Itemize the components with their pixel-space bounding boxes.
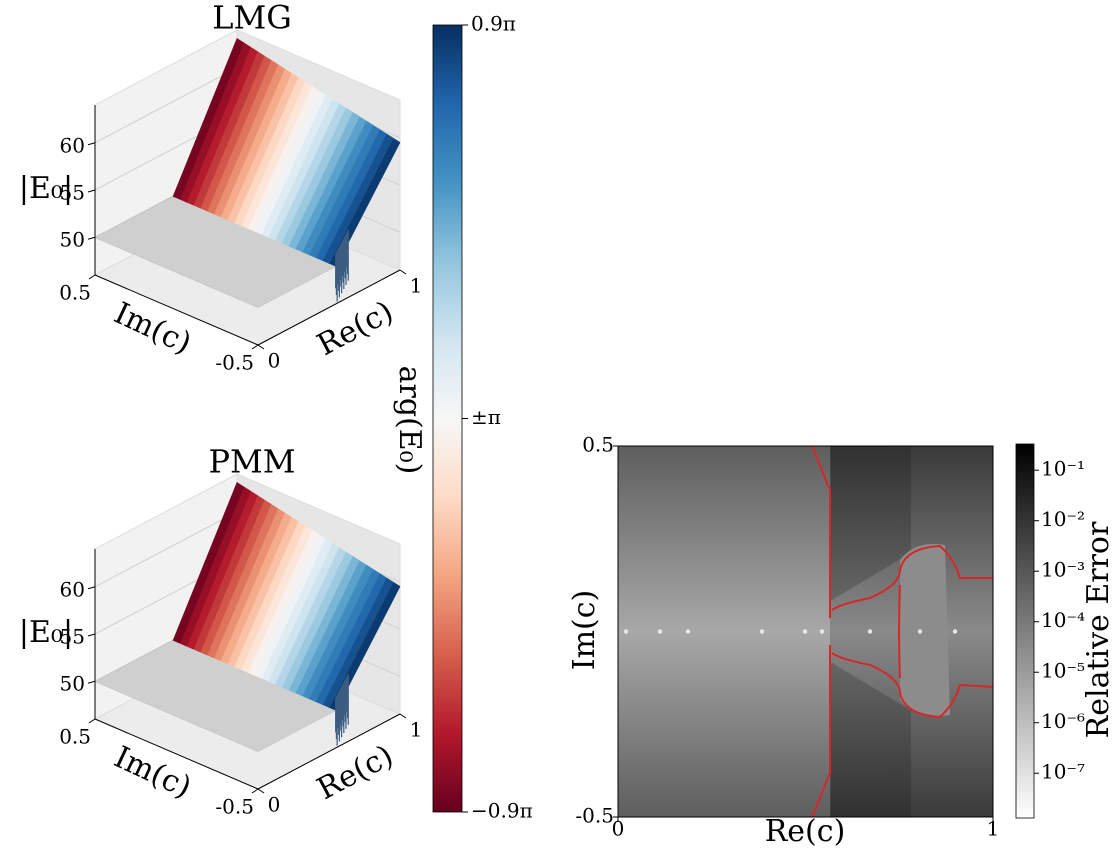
heatmap-spot bbox=[917, 629, 923, 634]
plot-frame bbox=[617, 445, 994, 818]
heatmap-spot bbox=[867, 629, 873, 634]
y-tick-label: -0.5 bbox=[575, 804, 614, 828]
y-tick-label: 0.5 bbox=[582, 433, 614, 457]
x-axis-line bbox=[257, 713, 401, 790]
x-tick-label: 0 bbox=[612, 817, 625, 841]
y-axis-label: Im(c) bbox=[567, 590, 602, 671]
colorbar bbox=[1015, 443, 1035, 819]
heatmap-spot bbox=[657, 629, 663, 634]
tick-mark bbox=[88, 274, 96, 280]
tick-mark bbox=[87, 586, 96, 590]
tick-mark bbox=[257, 344, 265, 350]
y-tick-label: -0.5 bbox=[215, 351, 254, 375]
z-tick-label: 55 bbox=[60, 625, 85, 649]
heatmap-spot bbox=[819, 629, 825, 634]
colorbar-tick-label: 10⁻³ bbox=[1041, 558, 1085, 582]
x-tick-label: 0 bbox=[268, 349, 281, 373]
surface-strip bbox=[172, 482, 245, 644]
x-tick-label: 1 bbox=[987, 817, 1000, 841]
heatmap-spot bbox=[759, 629, 765, 634]
z-tick-label: 60 bbox=[60, 577, 85, 601]
y-tick-label: 0.5 bbox=[59, 281, 91, 305]
heatmap-spot bbox=[802, 629, 808, 634]
tick-mark bbox=[88, 718, 96, 724]
tick-mark bbox=[251, 788, 259, 794]
z-axis-label: |E₀| bbox=[19, 615, 73, 650]
surface-strip bbox=[172, 38, 245, 200]
colorbar-label: arg(E₀) bbox=[392, 366, 427, 475]
heatmap-spot bbox=[623, 629, 629, 634]
z-axis-label: |E₀| bbox=[19, 171, 73, 206]
contour-line bbox=[898, 584, 901, 679]
tick-mark bbox=[87, 633, 96, 637]
contour-line bbox=[831, 652, 994, 719]
tick-mark bbox=[87, 236, 96, 240]
y-tick-label: 0.5 bbox=[59, 725, 91, 749]
chart-title: PMM bbox=[208, 443, 295, 481]
tick-mark bbox=[399, 713, 407, 719]
contour-line bbox=[811, 645, 831, 818]
colorbar-tick-label: 10⁻⁷ bbox=[1041, 760, 1085, 784]
z-tick-label: 50 bbox=[60, 228, 85, 252]
x-tick-label: 1 bbox=[410, 274, 423, 298]
tick-mark bbox=[251, 344, 259, 350]
colorbar-tick-label: 0.9π bbox=[471, 12, 516, 36]
contour-line bbox=[831, 544, 993, 611]
chart-title: LMG bbox=[212, 0, 292, 37]
colorbar-label: Relative Error bbox=[1081, 521, 1116, 738]
z-tick-label: 50 bbox=[60, 672, 85, 696]
colorbar-tick-label: 10⁻² bbox=[1041, 507, 1085, 531]
tick-mark bbox=[87, 142, 96, 146]
colorbar-tick-label: 10⁻⁵ bbox=[1041, 659, 1085, 683]
heatmap-spot bbox=[952, 629, 958, 634]
y-axis-line bbox=[94, 718, 259, 790]
heatmap-region bbox=[900, 544, 950, 716]
y-tick-label: -0.5 bbox=[215, 795, 254, 819]
x-tick-label: 1 bbox=[410, 718, 423, 742]
colorbar-tick-label: 10⁻⁶ bbox=[1041, 709, 1085, 733]
x-axis-line bbox=[257, 269, 401, 346]
colorbar-tick-label: ±π bbox=[471, 405, 501, 429]
colorbar bbox=[432, 24, 463, 813]
colorbar-tick-label: 10⁻⁴ bbox=[1041, 608, 1085, 632]
tick-mark bbox=[87, 680, 96, 684]
y-axis-line bbox=[94, 274, 259, 346]
heatmap-spot bbox=[685, 629, 691, 634]
tick-mark bbox=[257, 788, 265, 794]
x-axis-label: Re(c) bbox=[765, 814, 846, 849]
x-tick-label: 0 bbox=[268, 793, 281, 817]
z-tick-label: 60 bbox=[60, 133, 85, 157]
colorbar-tick-label: −0.9π bbox=[471, 799, 533, 823]
z-tick-label: 55 bbox=[60, 181, 85, 205]
contour-line bbox=[811, 445, 831, 618]
tick-mark bbox=[87, 189, 96, 193]
colorbar-tick-label: 10⁻¹ bbox=[1041, 457, 1085, 481]
tick-mark bbox=[399, 269, 407, 275]
